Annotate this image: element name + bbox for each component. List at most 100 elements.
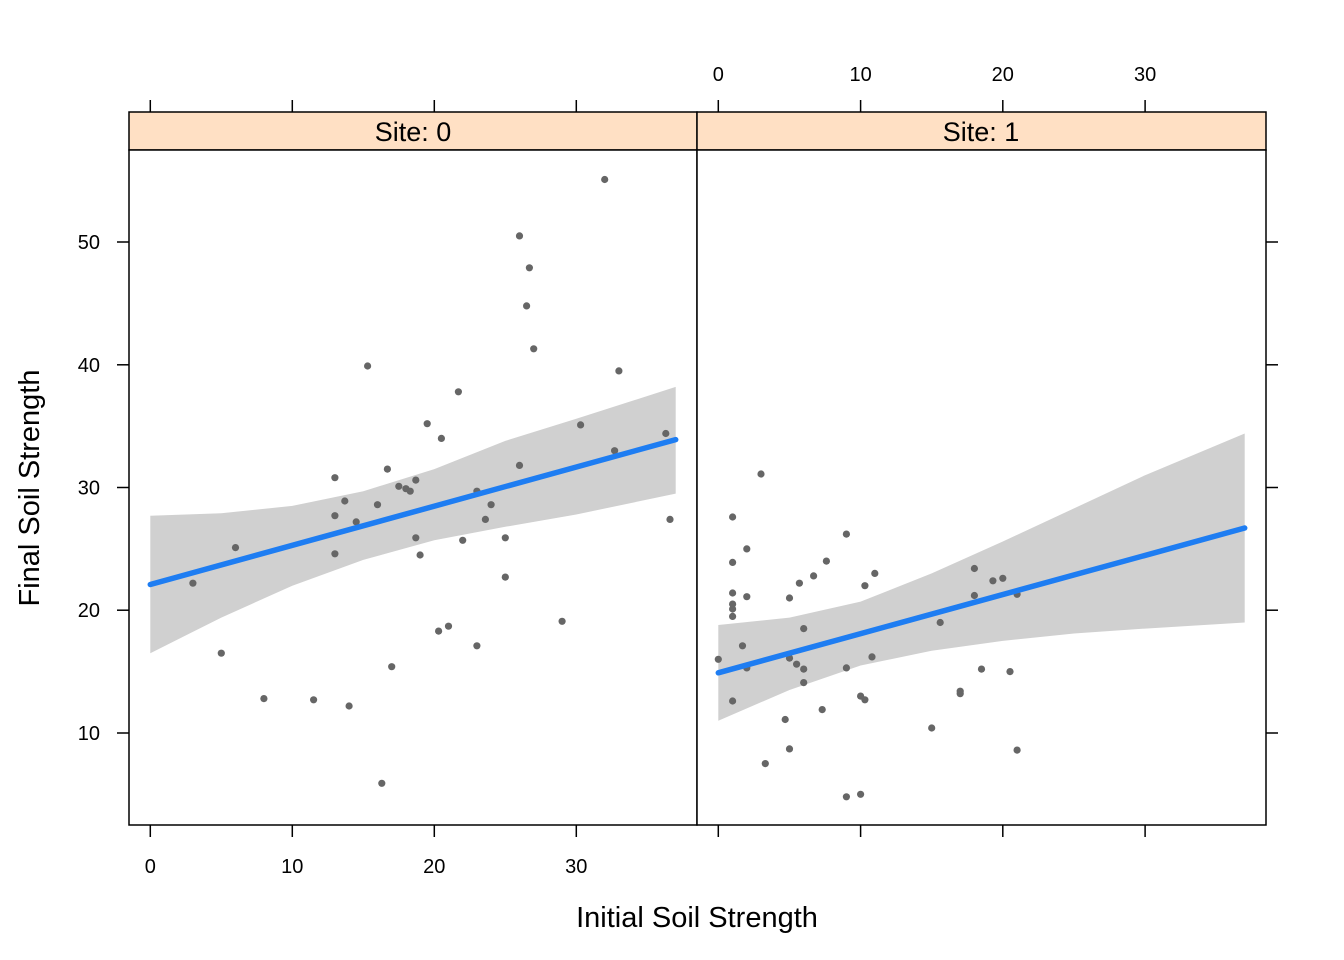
data-point: [487, 501, 495, 509]
data-point: [729, 558, 737, 567]
data-point: [189, 579, 197, 587]
strip-site-1: [696, 111, 1267, 151]
data-point: [729, 612, 737, 621]
data-point: [444, 622, 453, 630]
data-point: [412, 476, 420, 484]
data-point: [999, 574, 1007, 582]
data-point: [936, 618, 944, 627]
data-point: [412, 534, 420, 542]
data-point: [416, 551, 424, 559]
data-point: [800, 679, 808, 687]
x-tick-label-top: 0: [713, 64, 724, 86]
x-tick-label-bottom: 10: [281, 856, 303, 878]
data-point: [729, 697, 737, 705]
data-point: [743, 545, 751, 553]
strip-label-site-1: Site: 1: [943, 117, 1020, 147]
data-point: [501, 534, 509, 542]
data-point: [558, 617, 566, 625]
data-point: [437, 434, 445, 442]
fit-line: [147, 436, 679, 588]
data-point: [729, 589, 737, 597]
data-point: [217, 649, 225, 657]
data-point: [666, 515, 674, 524]
data-point: [842, 793, 851, 801]
data-point: [861, 582, 869, 590]
data-point: [378, 779, 386, 787]
data-point: [928, 724, 936, 732]
data-point: [781, 715, 789, 724]
data-point: [601, 175, 609, 184]
data-point: [714, 655, 722, 663]
panel-site-1: Site: 1: [696, 111, 1267, 826]
data-point: [956, 690, 964, 698]
data-point: [383, 465, 391, 473]
y-tick-label: 50: [78, 232, 100, 254]
data-point: [345, 702, 353, 710]
data-point: [611, 447, 619, 455]
data-point: [785, 594, 794, 602]
data-point: [761, 760, 769, 768]
data-point: [818, 706, 826, 714]
data-point: [793, 660, 801, 668]
data-layer-site-0: [147, 175, 679, 787]
data-point: [260, 695, 268, 703]
axes: 0 10 20 30 0 10 20 30 10 20 30 40 50: [78, 64, 1278, 878]
data-point: [729, 605, 737, 613]
data-point: [977, 665, 986, 673]
data-point: [868, 653, 876, 661]
x-axis-title: Initial Soil Strength: [576, 902, 818, 934]
data-point: [523, 302, 531, 310]
data-point: [231, 544, 240, 552]
data-layer-site-1: [714, 433, 1248, 801]
x-tick-label-top: 20: [992, 64, 1014, 86]
x-tick-label-bottom: 30: [565, 856, 587, 878]
data-point: [757, 470, 765, 478]
data-point: [352, 518, 360, 526]
data-point: [388, 663, 396, 671]
data-point: [515, 461, 524, 469]
data-point: [331, 550, 339, 558]
data-point: [577, 421, 585, 429]
data-point: [970, 564, 979, 573]
data-point: [473, 642, 481, 650]
confidence-band: [150, 386, 676, 654]
data-point: [729, 513, 737, 521]
data-point: [423, 420, 431, 428]
x-tick-label-bottom: 0: [145, 856, 156, 878]
data-point: [530, 345, 538, 353]
data-point: [970, 591, 979, 600]
data-point: [310, 696, 318, 704]
data-point: [1006, 668, 1014, 676]
data-point: [341, 497, 349, 505]
y-tick-label: 40: [78, 355, 100, 377]
data-point: [481, 515, 489, 524]
data-point: [795, 579, 804, 587]
fit-line: [715, 525, 1248, 676]
data-point: [501, 573, 509, 581]
data-point: [435, 627, 443, 635]
data-point: [395, 482, 403, 490]
panel-site-0: Site: 0: [128, 111, 698, 826]
y-tick-label: 20: [78, 600, 100, 622]
data-point: [857, 790, 865, 798]
data-point: [1013, 746, 1021, 754]
data-point: [525, 264, 534, 272]
data-point: [822, 557, 831, 565]
data-point: [871, 569, 879, 578]
data-point: [842, 530, 851, 538]
data-point: [331, 474, 339, 482]
x-tick-label-bottom: 20: [423, 856, 445, 878]
data-point: [810, 572, 818, 580]
data-point: [364, 362, 372, 370]
data-point: [331, 512, 339, 520]
confidence-band: [718, 433, 1245, 721]
y-axis-title: Final Soil Strength: [14, 370, 46, 607]
data-point: [515, 232, 524, 240]
data-point: [800, 625, 808, 633]
data-point: [662, 429, 670, 438]
x-tick-label-top: 30: [1134, 64, 1156, 86]
x-tick-label-top: 10: [849, 64, 871, 86]
data-point: [743, 593, 751, 601]
data-point: [454, 388, 462, 396]
